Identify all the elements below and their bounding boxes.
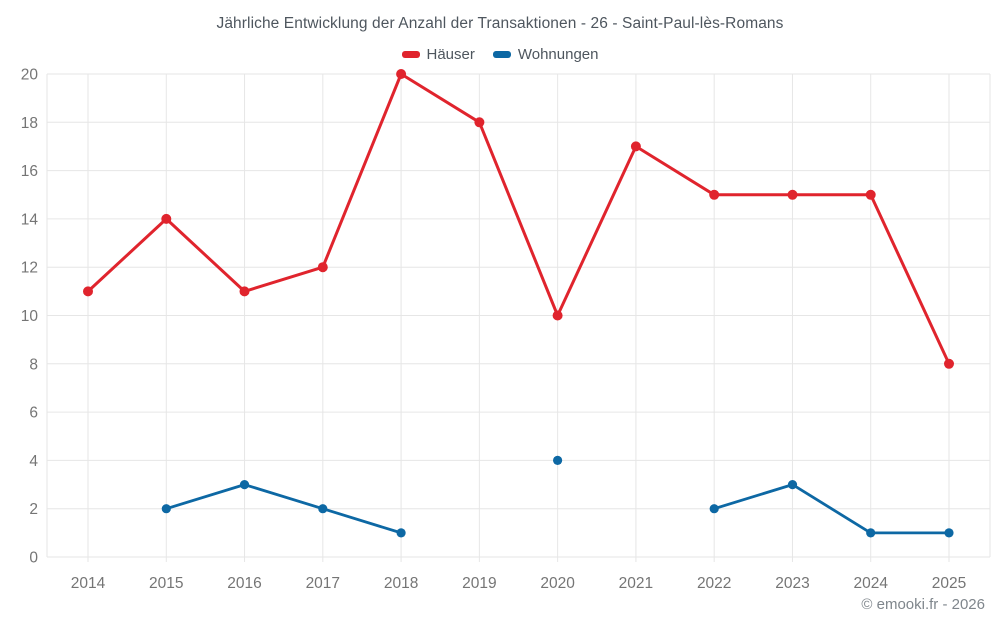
- series-h-user-point: [865, 189, 876, 200]
- series-h-user-point: [396, 69, 407, 79]
- svg-text:10: 10: [21, 308, 39, 325]
- series-h-user-point: [161, 213, 172, 224]
- series-h-user-point: [552, 310, 563, 321]
- svg-text:0: 0: [29, 550, 38, 567]
- svg-text:2: 2: [29, 501, 38, 518]
- series-h-user: [83, 69, 954, 369]
- series-h-user-point: [239, 286, 250, 297]
- series-h-user-point: [944, 358, 954, 369]
- svg-text:2024: 2024: [853, 575, 888, 592]
- legend-item-label: Wohnungen: [517, 46, 599, 63]
- page-title: Jährliche Entwicklung der Anzahl der Tra…: [216, 15, 784, 32]
- svg-text:2016: 2016: [227, 575, 261, 592]
- svg-text:2017: 2017: [306, 575, 340, 592]
- legend-item-wohnungen[interactable]: Wohnungen: [492, 46, 599, 63]
- series-wohnungen-point: [239, 480, 250, 490]
- series-h-user-point: [83, 286, 93, 297]
- copyright-text: © emooki.fr - 2026: [861, 596, 985, 613]
- series-h-user-point: [474, 117, 485, 128]
- legend-item-label: Häuser: [426, 46, 475, 63]
- svg-text:18: 18: [21, 115, 38, 132]
- x-gridlines: [46, 74, 991, 562]
- series-wohnungen-point: [318, 504, 328, 514]
- series-wohnungen: [161, 455, 954, 538]
- series-h-user-point: [317, 262, 328, 273]
- svg-text:16: 16: [21, 163, 38, 180]
- series-wohnungen-point: [944, 528, 954, 538]
- svg-text:20: 20: [21, 67, 39, 84]
- svg-text:8: 8: [29, 356, 38, 373]
- svg-text:12: 12: [21, 260, 38, 277]
- svg-text:2014: 2014: [71, 575, 106, 592]
- svg-text:2018: 2018: [384, 575, 418, 592]
- y-axis-labels: 0 2 4 6 8 10 12 14 16 18 20: [21, 67, 39, 567]
- svg-text:4: 4: [29, 453, 38, 470]
- svg-text:2022: 2022: [697, 575, 731, 592]
- svg-text:2019: 2019: [462, 575, 496, 592]
- svg-text:2025: 2025: [932, 575, 966, 592]
- legend-item-hauser[interactable]: Häuser: [401, 46, 475, 63]
- svg-text:14: 14: [21, 211, 39, 228]
- series-h-user-point: [787, 189, 798, 200]
- wohnungen-legend-swatch-icon: [492, 51, 511, 58]
- series-h-user-point: [630, 141, 641, 152]
- x-axis-labels: 2014 2015 2016 2017 2018 2019 2020 2021 2022 2023…: [71, 575, 966, 592]
- hauser-legend-swatch-icon: [401, 51, 420, 58]
- series-wohnungen-point: [161, 504, 171, 514]
- svg-text:2020: 2020: [540, 575, 575, 592]
- svg-text:2023: 2023: [775, 575, 809, 592]
- svg-text:6: 6: [29, 405, 38, 422]
- series-h-user-point: [709, 189, 720, 200]
- svg-text:2021: 2021: [619, 575, 653, 592]
- series-h-user-line: [86, 72, 951, 366]
- svg-text:2015: 2015: [149, 575, 183, 592]
- series-wohnungen-point: [709, 504, 719, 514]
- series-wohnungen-line: [164, 483, 951, 535]
- series-wohnungen-point: [553, 455, 563, 465]
- series-wohnungen-point: [787, 480, 798, 490]
- y-gridlines: [47, 73, 990, 558]
- series-wohnungen-point: [396, 528, 406, 538]
- chart-legend: Häuser Wohnungen: [0, 46, 1000, 63]
- series-wohnungen-point: [866, 528, 876, 538]
